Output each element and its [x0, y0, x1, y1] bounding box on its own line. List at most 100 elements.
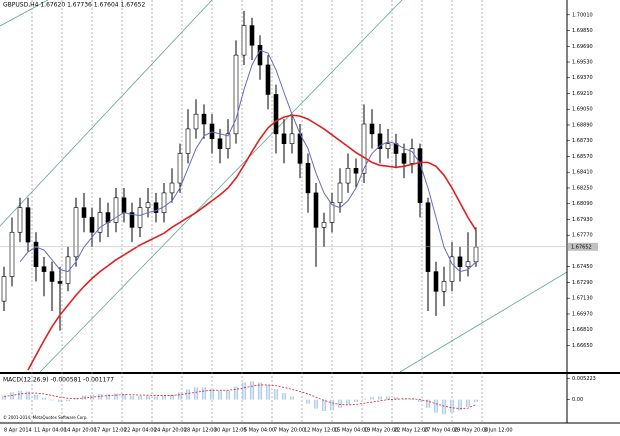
candle-body — [433, 271, 439, 292]
channel-line — [0, 0, 49, 27]
y-tick-label: 1.68090 — [572, 201, 593, 207]
y-tick-label: 1.70010 — [572, 12, 593, 18]
candle-body — [305, 163, 311, 194]
candle-body — [289, 133, 295, 144]
candle-body — [153, 202, 159, 213]
candle-body — [465, 261, 471, 267]
candle-body — [337, 182, 343, 204]
y-tick-label: 1.66650 — [572, 343, 593, 349]
macd-signal-line — [3, 384, 477, 409]
y-tick-label: 1.67130 — [572, 296, 593, 302]
candle-body — [281, 133, 287, 144]
x-tick-label: 22 May 12:00 — [394, 428, 428, 434]
candle-body — [401, 153, 407, 164]
candle-body — [1, 276, 7, 302]
copyright: © 2001-2014, MetaQuotes Software Corp. — [3, 415, 88, 420]
candle-body — [473, 246, 479, 263]
x-tick-label: 22 Apr 04:00 — [124, 428, 157, 434]
x-tick-label: 12 May 12:00 — [304, 428, 338, 434]
candle-body — [417, 148, 423, 204]
y-tick-label: 1.68890 — [572, 122, 593, 128]
candle-body — [441, 281, 447, 292]
candle-body — [97, 212, 103, 233]
x-tick-label: 5 May 04:00 — [244, 428, 275, 434]
x-tick-label: 14 Apr 20:00 — [64, 428, 97, 434]
candle-body — [65, 256, 71, 284]
candle-body — [137, 207, 143, 228]
y-tick-label: 1.68730 — [572, 138, 593, 144]
moving-average-line — [27, 114, 477, 371]
candle-body — [361, 123, 367, 174]
macd-y-tick-label: 0.00 — [572, 397, 583, 403]
candle-body — [9, 231, 15, 277]
x-tick-label: 17 Apr 12:00 — [94, 428, 127, 434]
channel-line — [399, 271, 568, 373]
candle-body — [257, 44, 263, 66]
y-tick-label: 1.69690 — [572, 44, 593, 50]
candle-body — [41, 266, 47, 272]
x-tick-label: 19 May 20:00 — [364, 428, 398, 434]
candle-body — [369, 123, 375, 135]
x-tick-label: 7 May 20:00 — [274, 428, 305, 434]
candle-body — [425, 202, 431, 272]
channel-line — [0, 0, 213, 227]
y-tick-label: 1.66970 — [572, 311, 593, 317]
y-tick-label: 1.69530 — [572, 60, 593, 66]
x-tick-label: 3 Jun 12:00 — [484, 428, 513, 434]
candle-body — [17, 207, 23, 233]
candle-body — [241, 25, 247, 56]
candle-body — [457, 256, 463, 267]
candle-body — [353, 167, 359, 174]
candle-body — [409, 148, 415, 164]
trend-lines — [0, 0, 568, 373]
candle-body — [105, 212, 111, 223]
candle-body — [217, 138, 223, 149]
candle-body — [177, 153, 183, 184]
last-price-label: 1.67652 — [571, 244, 592, 250]
y-tick-label: 1.66810 — [572, 327, 593, 333]
chart-header: GBPUSD,H4 1.67620 1.67736 1.67604 1.6765… — [3, 2, 145, 9]
y-tick-label: 1.69850 — [572, 28, 593, 34]
y-tick-label: 1.68250 — [572, 185, 593, 191]
y-tick-label: 1.67770 — [572, 233, 593, 239]
y-tick-label: 1.67930 — [572, 217, 593, 223]
candle-body — [193, 113, 199, 130]
macd-y-tick-label: 0.005223 — [572, 376, 596, 382]
candle-body — [161, 192, 167, 213]
x-tick-label: 27 May 04:00 — [424, 428, 458, 434]
candle-body — [145, 202, 151, 208]
x-tick-label: 30 Apr 12:00 — [214, 428, 247, 434]
candle-body — [313, 192, 319, 228]
candle-body — [49, 271, 55, 282]
candle-body — [321, 222, 327, 228]
candle-body — [377, 133, 383, 149]
x-tick-label: 28 Apr 12:00 — [184, 428, 217, 434]
y-tick-label: 1.69210 — [572, 91, 593, 97]
candle-body — [393, 143, 399, 154]
x-tick-label: 8 Apr 2014 — [4, 428, 32, 434]
y-tick-label: 1.69050 — [572, 107, 593, 113]
candle-body — [57, 281, 63, 284]
candle-body — [113, 197, 119, 223]
candle-body — [297, 133, 303, 164]
y-tick-label: 1.68410 — [572, 170, 593, 176]
candle-body — [129, 212, 135, 228]
candle-body — [25, 207, 31, 243]
x-tick-label: 24 Apr 20:00 — [154, 428, 187, 434]
last-price-box — [568, 242, 598, 251]
y-tick-label: 1.69370 — [572, 75, 593, 81]
candle-body — [345, 167, 351, 184]
x-tick-label: 15 May 04:00 — [334, 428, 368, 434]
candle-body — [385, 143, 391, 149]
candle-body — [73, 207, 79, 258]
moving-average-line — [19, 49, 477, 273]
candle-body — [449, 256, 455, 282]
x-tick-label: 11 Apr 04:00 — [34, 428, 67, 434]
candle-body — [33, 241, 39, 267]
channel-line — [39, 0, 403, 373]
candle-body — [89, 217, 95, 233]
y-tick-label: 1.67450 — [572, 264, 593, 270]
candle-body — [273, 94, 279, 135]
x-tick-label: 29 May 20:00 — [454, 428, 488, 434]
